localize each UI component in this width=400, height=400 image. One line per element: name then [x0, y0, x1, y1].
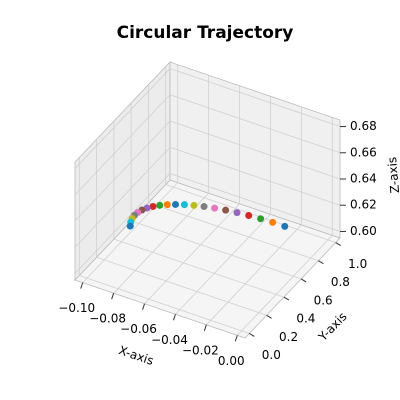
- y-tick-label: 0.0: [262, 348, 281, 362]
- x-tick-label: −0.04: [151, 333, 188, 347]
- y-tick-label: 0.4: [296, 312, 315, 326]
- x-tick-label: −0.06: [120, 322, 157, 336]
- x-tick-label: 0.00: [218, 354, 245, 368]
- x-tick-label: −0.10: [58, 301, 95, 315]
- x-tick-label: −0.02: [182, 343, 219, 357]
- x-axis-label: X-axis: [117, 343, 156, 368]
- tick-mark: [283, 296, 290, 301]
- grid-line: [206, 224, 302, 326]
- grid-line: [113, 238, 284, 298]
- tick-mark: [300, 278, 307, 283]
- grid-line: [144, 203, 240, 305]
- grid-line: [169, 94, 341, 154]
- z-tick-label: 0.62: [350, 198, 377, 212]
- grid-line: [131, 220, 302, 280]
- point: [281, 222, 289, 230]
- point: [149, 202, 157, 210]
- point: [190, 201, 198, 209]
- y-axis-label: Y-axis: [315, 309, 350, 344]
- point: [222, 206, 230, 214]
- grid-line: [175, 213, 271, 315]
- chart-title: Circular Trajectory: [117, 23, 294, 43]
- grid-line: [113, 192, 209, 294]
- point: [245, 211, 253, 219]
- grid-line: [169, 146, 341, 206]
- tick-mark: [80, 282, 84, 289]
- grid-line: [236, 235, 333, 336]
- point: [269, 218, 277, 226]
- tick-mark: [234, 335, 238, 342]
- tick-mark: [203, 324, 207, 331]
- x-tick-label: −0.08: [89, 312, 126, 326]
- grid-line: [74, 94, 171, 196]
- point: [126, 222, 134, 230]
- point: [200, 203, 208, 211]
- point: [257, 215, 265, 223]
- grid-line: [74, 120, 171, 222]
- z-tick-label: 0.64: [350, 172, 377, 186]
- grid-line: [79, 275, 250, 334]
- tick-mark: [318, 260, 324, 265]
- y-tick-label: 0.8: [331, 275, 350, 289]
- z-tick-label: 0.60: [350, 224, 377, 238]
- panes: [74, 60, 341, 339]
- tick-mark: [335, 242, 341, 246]
- point: [211, 204, 219, 212]
- grid-line: [169, 68, 341, 127]
- point: [180, 201, 188, 209]
- point: [233, 209, 241, 217]
- tick-mark: [172, 314, 176, 321]
- tick-mark: [111, 293, 115, 300]
- tick-mark: [266, 314, 272, 319]
- grid-line: [74, 146, 171, 248]
- z-tick-label: 0.68: [350, 119, 377, 133]
- tick-mark: [142, 303, 146, 310]
- grid-line: [74, 68, 171, 169]
- point: [171, 200, 179, 208]
- grid-line: [74, 173, 171, 274]
- z-axis-label: Z-axis: [385, 156, 400, 193]
- grid-line: [169, 173, 341, 232]
- grid-line: [82, 182, 179, 283]
- tick-mark: [249, 333, 255, 337]
- y-tick-label: 0.6: [314, 293, 333, 307]
- point: [156, 201, 164, 209]
- z-tick-label: 0.66: [350, 145, 377, 159]
- y-tick-label: 0.2: [279, 330, 298, 344]
- grid-line: [148, 202, 319, 262]
- point: [163, 201, 171, 209]
- grid-line: [169, 120, 341, 180]
- grid-line: [96, 256, 267, 316]
- y-tick-label: 1.0: [348, 257, 367, 271]
